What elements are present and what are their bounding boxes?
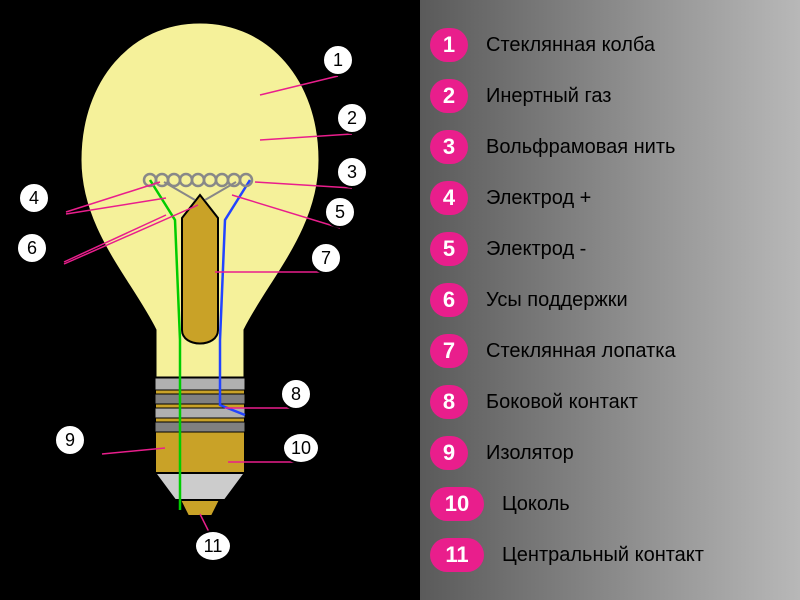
legend-badge: 9 <box>430 436 468 470</box>
legend-row: 11 Центральный контакт <box>430 538 800 572</box>
callout-circle: 7 <box>310 242 342 274</box>
insulator <box>155 473 245 500</box>
legend-row: 5 Электрод - <box>430 232 800 266</box>
callout-circle: 10 <box>282 432 320 464</box>
callout-circle: 9 <box>54 424 86 456</box>
legend-label: Изолятор <box>486 442 574 465</box>
legend-panel: 1 Стеклянная колба 2 Инертный газ 3 Вольфрамо… <box>420 0 800 600</box>
legend-badge: 10 <box>430 487 484 521</box>
central-contact <box>180 500 220 516</box>
legend-badge: 8 <box>430 385 468 419</box>
callout-circle: 5 <box>324 196 356 228</box>
glass-stem <box>182 195 218 344</box>
legend-badge: 7 <box>430 334 468 368</box>
diagram-panel: 1 2 3 4 5 6 7 8 9 10 11 <box>0 0 420 600</box>
legend-badge: 5 <box>430 232 468 266</box>
callout-circle: 8 <box>280 378 312 410</box>
legend-row: 8 Боковой контакт <box>430 385 800 419</box>
legend-row: 1 Стеклянная колба <box>430 28 800 62</box>
callout-circle: 11 <box>194 530 232 562</box>
legend-badge: 4 <box>430 181 468 215</box>
legend-label: Электрод + <box>486 187 591 210</box>
legend-badge: 2 <box>430 79 468 113</box>
legend-row: 9 Изолятор <box>430 436 800 470</box>
callout-circle: 4 <box>18 182 50 214</box>
legend-row: 10 Цоколь <box>430 487 800 521</box>
bulb-svg <box>0 0 420 600</box>
legend-label: Усы поддержки <box>486 289 628 312</box>
legend-row: 2 Инертный газ <box>430 79 800 113</box>
legend-row: 6 Усы поддержки <box>430 283 800 317</box>
legend-badge: 6 <box>430 283 468 317</box>
legend-label: Стеклянная лопатка <box>486 340 676 363</box>
callout-circle: 6 <box>16 232 48 264</box>
callout-circle: 2 <box>336 102 368 134</box>
legend-label: Цоколь <box>502 493 570 516</box>
callout-circle: 3 <box>336 156 368 188</box>
callout-circle: 1 <box>322 44 354 76</box>
legend-row: 7 Стеклянная лопатка <box>430 334 800 368</box>
legend-label: Инертный газ <box>486 85 611 108</box>
screw-base <box>155 378 245 473</box>
legend-label: Стеклянная колба <box>486 34 655 57</box>
legend-badge: 1 <box>430 28 468 62</box>
legend-badge: 11 <box>430 538 484 572</box>
legend-label: Боковой контакт <box>486 391 638 414</box>
legend-row: 3 Вольфрамовая нить <box>430 130 800 164</box>
legend-label: Электрод - <box>486 238 586 261</box>
legend-row: 4 Электрод + <box>430 181 800 215</box>
legend-label: Центральный контакт <box>502 544 704 567</box>
legend-list: 1 Стеклянная колба 2 Инертный газ 3 Вольфрамо… <box>430 28 800 572</box>
legend-label: Вольфрамовая нить <box>486 136 675 159</box>
legend-badge: 3 <box>430 130 468 164</box>
